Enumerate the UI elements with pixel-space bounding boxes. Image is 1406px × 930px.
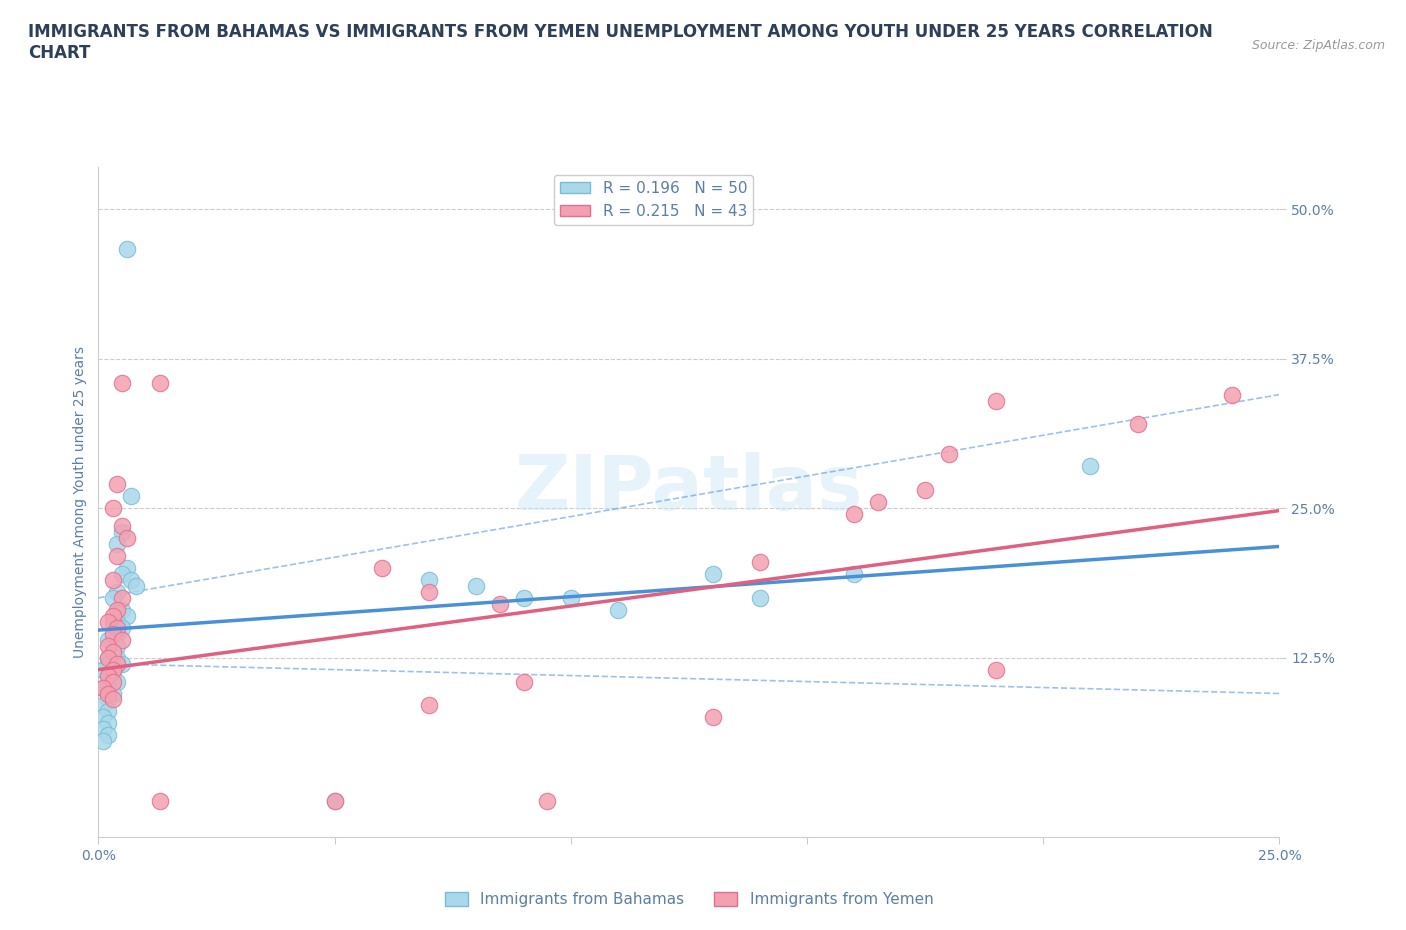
Legend: Immigrants from Bahamas, Immigrants from Yemen: Immigrants from Bahamas, Immigrants from… xyxy=(439,885,939,913)
Point xyxy=(101,500,124,515)
Point xyxy=(105,584,128,599)
Point xyxy=(115,561,138,576)
Point xyxy=(105,620,128,635)
Point xyxy=(101,668,124,683)
Point xyxy=(101,615,124,630)
Point xyxy=(97,668,120,683)
Point xyxy=(111,566,134,581)
Point xyxy=(101,662,124,677)
Point xyxy=(607,603,630,618)
Point xyxy=(702,710,724,724)
Point xyxy=(121,573,143,588)
Point xyxy=(1080,458,1102,473)
Point xyxy=(101,632,124,647)
Point xyxy=(105,657,128,671)
Point xyxy=(101,626,124,641)
Point xyxy=(418,584,440,599)
Text: IMMIGRANTS FROM BAHAMAS VS IMMIGRANTS FROM YEMEN UNEMPLOYMENT AMONG YOUTH UNDER : IMMIGRANTS FROM BAHAMAS VS IMMIGRANTS FR… xyxy=(28,23,1213,62)
Point xyxy=(418,698,440,713)
Point xyxy=(149,793,172,808)
Point xyxy=(111,525,134,539)
Point xyxy=(97,668,120,683)
Text: ZIPatlas: ZIPatlas xyxy=(515,452,863,525)
Point xyxy=(97,704,120,719)
Point xyxy=(97,692,120,707)
Legend: R = 0.196   N = 50, R = 0.215   N = 43: R = 0.196 N = 50, R = 0.215 N = 43 xyxy=(554,175,754,225)
Point xyxy=(748,591,770,605)
Point xyxy=(105,549,128,564)
Point xyxy=(91,734,114,749)
Point xyxy=(748,554,770,569)
Point xyxy=(97,632,120,647)
Point xyxy=(1220,387,1243,402)
Point xyxy=(323,793,346,808)
Point xyxy=(111,375,134,390)
Point xyxy=(91,722,114,737)
Point xyxy=(97,716,120,731)
Y-axis label: Unemployment Among Youth under 25 years: Unemployment Among Youth under 25 years xyxy=(73,346,87,658)
Point xyxy=(111,591,134,605)
Point xyxy=(105,615,128,630)
Point xyxy=(101,692,124,707)
Point xyxy=(105,638,128,653)
Point xyxy=(101,573,124,588)
Point xyxy=(101,674,124,689)
Point xyxy=(323,793,346,808)
Point xyxy=(101,662,124,677)
Point xyxy=(371,561,394,576)
Point xyxy=(105,626,128,641)
Point xyxy=(844,566,866,581)
Point xyxy=(101,608,124,623)
Point xyxy=(115,531,138,546)
Point xyxy=(536,793,558,808)
Point xyxy=(115,241,138,256)
Point xyxy=(97,728,120,743)
Point xyxy=(984,662,1007,677)
Point xyxy=(489,596,512,611)
Point xyxy=(465,578,488,593)
Point xyxy=(91,662,114,677)
Point xyxy=(914,483,936,498)
Point xyxy=(125,578,148,593)
Point xyxy=(512,674,534,689)
Point xyxy=(97,686,120,701)
Point xyxy=(97,615,120,630)
Point xyxy=(844,507,866,522)
Point xyxy=(97,650,120,665)
Point xyxy=(91,680,114,695)
Point xyxy=(91,710,114,724)
Point xyxy=(101,591,124,605)
Point xyxy=(105,650,128,665)
Point xyxy=(97,650,120,665)
Point xyxy=(105,537,128,551)
Point xyxy=(111,620,134,635)
Point xyxy=(97,638,120,653)
Point xyxy=(91,698,114,713)
Point xyxy=(105,603,128,618)
Point xyxy=(101,644,124,659)
Point xyxy=(91,680,114,695)
Point xyxy=(105,674,128,689)
Point xyxy=(111,632,134,647)
Point xyxy=(97,680,120,695)
Point xyxy=(702,566,724,581)
Point xyxy=(938,447,960,462)
Point xyxy=(111,519,134,534)
Point xyxy=(111,603,134,618)
Point xyxy=(121,489,143,504)
Point xyxy=(101,686,124,701)
Point xyxy=(149,375,172,390)
Point xyxy=(101,644,124,659)
Point xyxy=(512,591,534,605)
Point xyxy=(1126,417,1149,432)
Point xyxy=(115,608,138,623)
Point xyxy=(111,657,134,671)
Point xyxy=(418,573,440,588)
Point xyxy=(560,591,582,605)
Point xyxy=(984,393,1007,408)
Point xyxy=(866,495,889,510)
Text: Source: ZipAtlas.com: Source: ZipAtlas.com xyxy=(1251,39,1385,52)
Point xyxy=(97,657,120,671)
Point xyxy=(105,477,128,492)
